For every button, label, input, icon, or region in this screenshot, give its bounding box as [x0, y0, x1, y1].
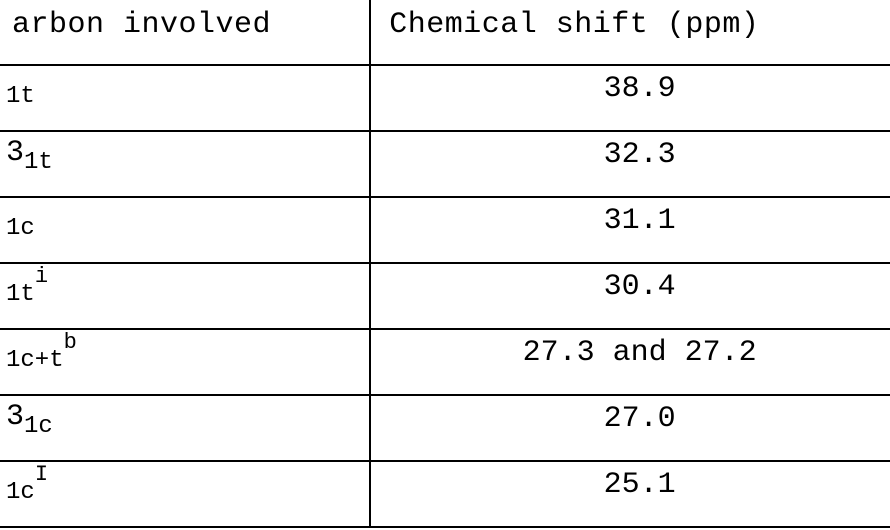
cell-shift: 27.3 and 27.2: [370, 329, 890, 395]
carbon-prefix: 3: [6, 402, 24, 432]
cell-shift: 25.1: [370, 461, 890, 527]
cell-shift: 38.9: [370, 65, 890, 131]
cell-carbon: 1ti: [0, 263, 370, 329]
table-row: 1c+tb 27.3 and 27.2: [0, 329, 890, 395]
carbon-sub: 1c: [24, 415, 53, 439]
shift-value: 31.1: [371, 198, 890, 236]
cell-shift: 32.3: [370, 131, 890, 197]
table-row: 1c 31.1: [0, 197, 890, 263]
cell-carbon: 1cI: [0, 461, 370, 527]
carbon-sup: I: [35, 464, 48, 486]
cell-shift: 30.4: [370, 263, 890, 329]
shift-value: 32.3: [371, 132, 890, 170]
nmr-table: arbon involved Chemical shift (ppm) 1t 3…: [0, 0, 890, 528]
table-row: 31c 27.0: [0, 395, 890, 461]
cell-carbon: 31c: [0, 395, 370, 461]
table-row: 1t 38.9: [0, 65, 890, 131]
cell-carbon: 1c: [0, 197, 370, 263]
carbon-sub: 1c: [6, 217, 35, 241]
cell-carbon: 1t: [0, 65, 370, 131]
cell-shift: 27.0: [370, 395, 890, 461]
shift-value: 38.9: [371, 66, 890, 104]
table-row: 1cI 25.1: [0, 461, 890, 527]
carbon-sup: b: [64, 332, 77, 354]
carbon-sub: 1c: [6, 481, 35, 505]
col-header-carbon-text: arbon involved: [0, 0, 369, 40]
shift-value: 27.3 and 27.2: [371, 330, 890, 368]
shift-value: 30.4: [371, 264, 890, 302]
carbon-sub: 1t: [6, 85, 35, 109]
shift-value: 25.1: [371, 462, 890, 500]
table-row: 31t 32.3: [0, 131, 890, 197]
cell-carbon: 1c+tb: [0, 329, 370, 395]
carbon-sub: 1t: [6, 283, 35, 307]
carbon-prefix: 3: [6, 138, 24, 168]
carbon-sup: i: [35, 266, 48, 288]
cell-shift: 31.1: [370, 197, 890, 263]
table-header-row: arbon involved Chemical shift (ppm): [0, 0, 890, 65]
carbon-sub: 1t: [24, 151, 53, 175]
table-row: 1ti 30.4: [0, 263, 890, 329]
shift-value: 27.0: [371, 396, 890, 434]
col-header-carbon: arbon involved: [0, 0, 370, 65]
col-header-shift-text: Chemical shift (ppm): [371, 0, 890, 40]
col-header-shift: Chemical shift (ppm): [370, 0, 890, 65]
cell-carbon: 31t: [0, 131, 370, 197]
carbon-sub: 1c+t: [6, 349, 64, 373]
